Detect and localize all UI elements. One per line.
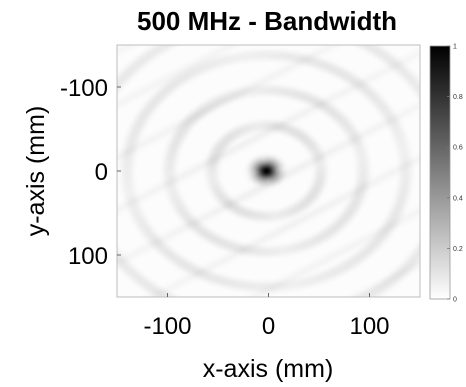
- heatmap-image: [117, 45, 420, 297]
- colorbar-tick-label: 0.2: [453, 246, 463, 253]
- x-tick-label: -100: [143, 313, 191, 340]
- colorbar-tick-label: 0: [453, 297, 457, 304]
- y-axis-label: y-axis (mm): [22, 106, 50, 237]
- y-tick-label: -100: [60, 75, 108, 102]
- x-ticks: -100 0 100: [143, 293, 390, 340]
- colorbar-tick-label: 0.6: [453, 145, 463, 152]
- plot-area: [116, 44, 421, 298]
- y-tick-label: 100: [68, 243, 108, 270]
- x-tick-label: 0: [262, 313, 275, 340]
- chart-title: 500 MHz - Bandwidth: [137, 6, 397, 36]
- colorbar-ticks: 0 0.2 0.4 0.6 0.8 1: [447, 44, 463, 304]
- colorbar-tick-label: 1: [453, 44, 457, 51]
- y-ticks: -100 0 100: [60, 75, 121, 270]
- colorbar: 0 0.2 0.4 0.6 0.8 1: [429, 44, 463, 304]
- y-tick-label: 0: [95, 159, 108, 186]
- x-tick-label: 100: [349, 313, 389, 340]
- colorbar-tick-label: 0.8: [453, 94, 463, 101]
- colorbar-gradient: [429, 45, 451, 300]
- x-axis-label: x-axis (mm): [203, 355, 334, 383]
- colorbar-tick-label: 0.4: [453, 195, 463, 202]
